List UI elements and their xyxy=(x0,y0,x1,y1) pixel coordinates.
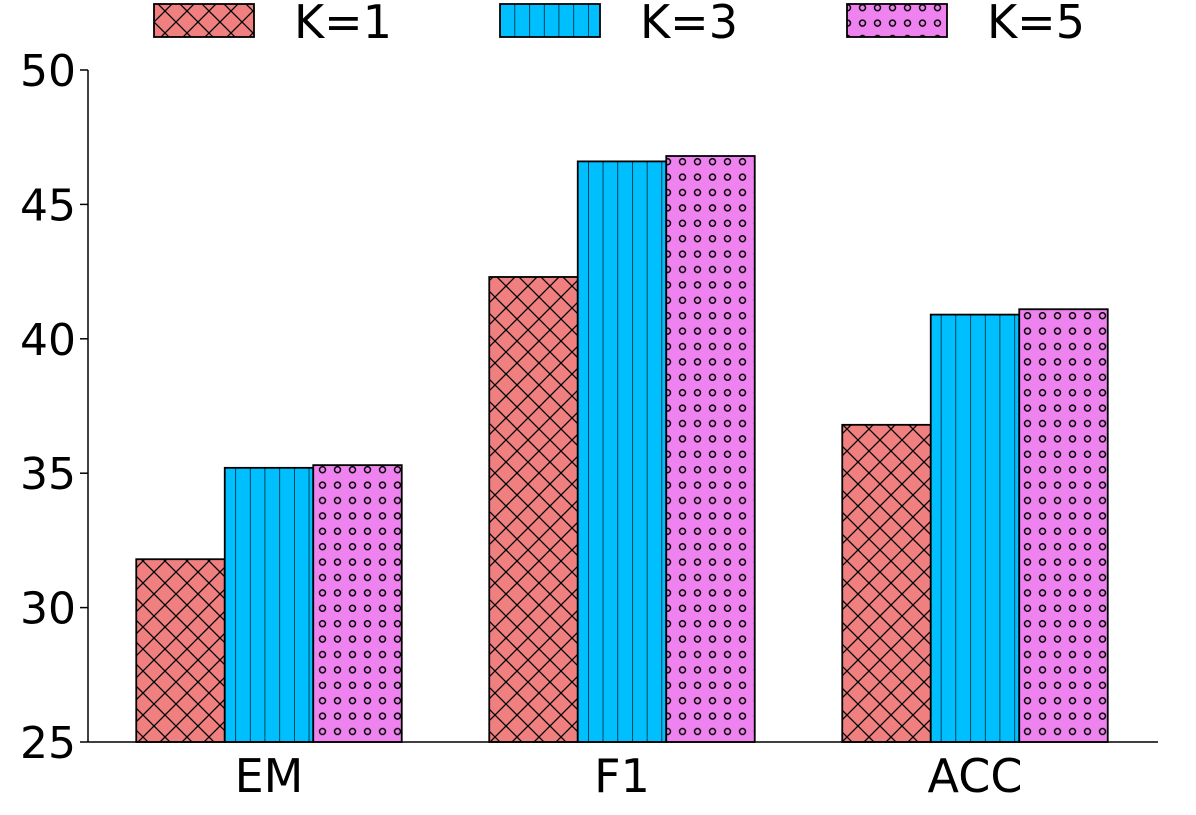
x-tick-label: F1 xyxy=(594,749,650,803)
bar-hatch xyxy=(665,155,756,743)
legend-label: K=1 xyxy=(294,0,392,49)
legend-item-K1: K=1 xyxy=(153,0,392,49)
bar-hatch xyxy=(312,464,403,743)
bar-hatch xyxy=(1018,308,1109,743)
bar-hatch xyxy=(841,423,932,743)
bar-K3-f1 xyxy=(576,160,668,743)
bar-hatch xyxy=(223,466,315,743)
bar-K5-em xyxy=(312,464,403,743)
legend: K=1 K=3 K=5 xyxy=(153,0,1085,49)
bar-hatch xyxy=(576,160,668,743)
bar-hatch xyxy=(135,558,226,743)
x-tick-label: EM xyxy=(235,749,304,803)
y-tick-label: 35 xyxy=(20,449,76,500)
bar-hatch xyxy=(929,313,1021,743)
y-tick-label: 25 xyxy=(20,718,76,769)
legend-label: K=3 xyxy=(640,0,738,49)
bar-K3-em xyxy=(223,466,315,743)
axes-group: 25 30 35 40 45 50 EM F1 ACC xyxy=(20,46,1158,803)
bar-K1-f1 xyxy=(488,276,579,743)
legend-swatch xyxy=(153,3,255,38)
y-tick-label: 30 xyxy=(20,584,76,635)
legend-item-K5: K=5 xyxy=(846,0,1085,49)
bar-K5-acc xyxy=(1018,308,1109,743)
x-tick-label: ACC xyxy=(928,749,1023,803)
legend-swatch xyxy=(846,3,948,38)
bar-K1-em xyxy=(135,558,226,743)
y-tick-label: 45 xyxy=(20,180,76,231)
legend-label: K=5 xyxy=(987,0,1085,49)
y-tick-label: 50 xyxy=(20,46,76,97)
bar-hatch xyxy=(488,276,579,743)
bars-group xyxy=(135,155,1109,743)
bar-K3-acc xyxy=(929,313,1021,743)
bar-K5-f1 xyxy=(665,155,756,743)
legend-swatch xyxy=(499,3,601,38)
legend-item-K3: K=3 xyxy=(499,0,738,49)
bar-K1-acc xyxy=(841,423,932,743)
y-tick-label: 40 xyxy=(20,315,76,366)
